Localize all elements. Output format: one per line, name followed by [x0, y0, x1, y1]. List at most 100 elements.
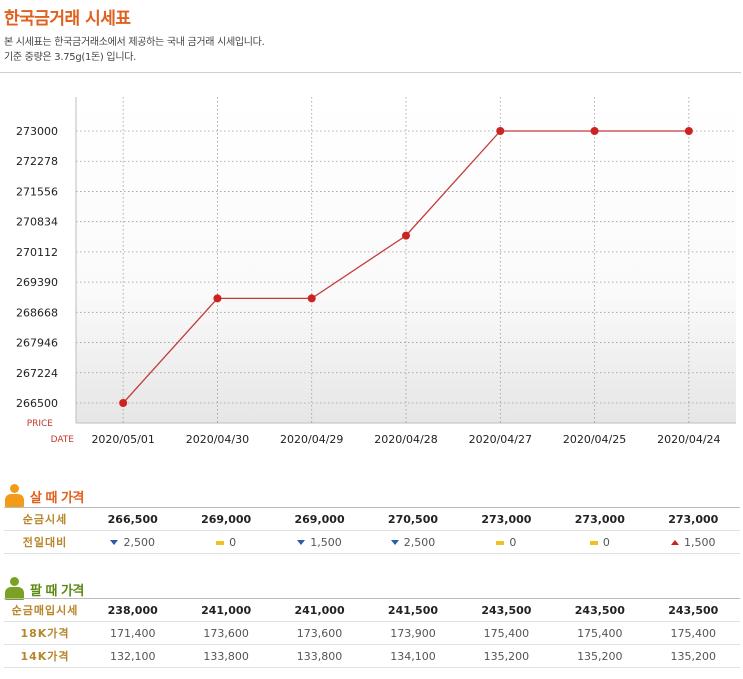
table-cell: 133,800 — [179, 644, 273, 668]
table-cell: 135,200 — [646, 644, 740, 668]
header-divider — [0, 72, 741, 73]
table-cell: 173,900 — [366, 621, 460, 645]
table-cell: 270,500 — [366, 507, 460, 531]
data-point — [496, 127, 505, 135]
buy-price-header: 살 때 가격 — [4, 483, 84, 509]
cell-value: 270,500 — [387, 512, 439, 526]
row-label: 18K가격 — [4, 621, 86, 645]
cell-value: 173,600 — [203, 626, 249, 640]
cell-value: 175,400 — [670, 626, 717, 640]
description-line-2: 기준 중량은 3.75g(1돈) 입니다. — [4, 52, 136, 63]
flat-dash-icon — [496, 540, 505, 545]
table-cell: 0 — [179, 530, 273, 554]
table-cell: 0 — [459, 530, 554, 554]
cell-value: 243,500 — [481, 603, 532, 617]
table-cell: 1,500 — [646, 530, 740, 554]
x-tick-label: 2020/04/25 — [563, 433, 626, 446]
y-axis-label: PRICE — [27, 419, 54, 429]
cell-value: 269,000 — [294, 512, 345, 526]
cell-value: 273,000 — [574, 512, 625, 526]
cell-value: 133,800 — [296, 649, 343, 663]
buy-price-label: 살 때 가격 — [30, 490, 84, 506]
cell-value: 266,500 — [107, 512, 158, 526]
data-point — [119, 399, 128, 407]
table-cell: 134,100 — [366, 644, 460, 668]
y-tick-label: 270834 — [16, 216, 58, 229]
x-tick-label: 2020/04/30 — [186, 433, 249, 446]
cell-value: 1,500 — [310, 535, 342, 549]
table-cell: 2,500 — [86, 530, 180, 554]
table-cell: 171,400 — [86, 621, 180, 645]
table-cell: 2,500 — [366, 530, 460, 554]
table-cell: 243,500 — [459, 598, 554, 622]
table-cell: 243,500 — [646, 598, 740, 622]
table-cell: 269,000 — [179, 507, 273, 531]
x-tick-label: 2020/04/29 — [280, 433, 343, 446]
cell-value: 241,000 — [294, 603, 345, 617]
table-cell: 241,500 — [366, 598, 460, 622]
data-point — [402, 231, 410, 240]
cell-value: 135,200 — [670, 649, 717, 663]
table-cell: 135,200 — [459, 644, 554, 668]
x-axis-label: DATE — [51, 435, 75, 445]
cell-value: 173,600 — [296, 626, 343, 640]
table-row: 전일대비 2,500 0 1,500 2,500 0 0 1,500 — [4, 530, 740, 554]
table-cell: 269,000 — [272, 507, 367, 531]
cell-value: 2,500 — [123, 535, 155, 549]
price-line-chart: 273000 272278 271556 270834 270112 269390 2686… — [16, 97, 736, 446]
y-tick-label: 266500 — [16, 397, 58, 410]
cell-value: 0 — [229, 535, 237, 549]
x-tick-label: 2020/04/27 — [469, 433, 532, 446]
table-row: 순금시세 266,500 269,000 269,000 270,500 273,000 2… — [4, 507, 740, 531]
cell-value: 273,000 — [668, 512, 719, 526]
cell-value: 241,000 — [201, 603, 252, 617]
data-point — [590, 127, 599, 135]
cell-value: 2,500 — [403, 535, 436, 549]
cell-value: 173,900 — [390, 626, 436, 640]
table-cell: 1,500 — [272, 530, 367, 554]
x-tick-label: 2020/05/01 — [91, 433, 154, 446]
y-tick-label: 270112 — [16, 246, 58, 259]
description-line-1: 본 시세표는 한국금거래소에서 제공하는 국내 금거래 시세입니다. — [4, 37, 265, 48]
cell-value: 175,400 — [483, 626, 530, 640]
table-cell: 266,500 — [86, 507, 180, 531]
data-point — [213, 294, 222, 303]
person-icon — [4, 484, 24, 508]
table-cell: 135,200 — [553, 644, 647, 668]
table-cell: 273,000 — [553, 507, 647, 531]
row-label: 14K가격 — [4, 644, 86, 668]
cell-value: 243,500 — [668, 603, 719, 617]
table-cell: 175,400 — [459, 621, 554, 645]
y-tick-label: 267946 — [16, 337, 58, 350]
table-cell: 132,100 — [86, 644, 180, 668]
cell-value: 171,400 — [109, 626, 156, 640]
arrow-down-icon — [390, 540, 399, 545]
flat-dash-icon — [216, 540, 225, 545]
table-cell: 241,000 — [179, 598, 273, 622]
sell-price-table: 순금매입시세 238,000 241,000 241,000 241,500 243,50… — [4, 598, 740, 668]
cell-value: 238,000 — [107, 603, 158, 617]
person-icon — [4, 577, 24, 601]
arrow-down-icon — [110, 540, 119, 545]
cell-value: 135,200 — [483, 649, 530, 663]
arrow-down-icon — [297, 540, 306, 545]
table-cell: 273,000 — [459, 507, 554, 531]
plot-background — [76, 97, 736, 423]
sell-price-header: 팔 때 가격 — [4, 576, 84, 602]
table-row: 18K가격 171,400 173,600 173,600 173,900 175,400… — [4, 621, 740, 645]
row-label: 순금시세 — [4, 507, 86, 531]
table-row: 순금매입시세 238,000 241,000 241,000 241,500 243,50… — [4, 598, 740, 622]
y-tick-label: 272278 — [16, 155, 58, 168]
y-tick-label: 271556 — [16, 185, 58, 198]
page-title: 한국금거래 시세표 — [4, 9, 131, 29]
table-cell: 173,600 — [179, 621, 273, 645]
table-cell: 175,400 — [553, 621, 647, 645]
arrow-up-icon — [671, 540, 680, 545]
y-tick-label: 268668 — [16, 306, 58, 319]
cell-value: 175,400 — [577, 626, 623, 640]
y-tick-label: 267224 — [16, 367, 58, 380]
x-tick-label: 2020/04/24 — [657, 433, 720, 446]
table-cell: 133,800 — [272, 644, 367, 668]
row-label: 순금매입시세 — [4, 598, 86, 622]
cell-value: 273,000 — [481, 512, 532, 526]
